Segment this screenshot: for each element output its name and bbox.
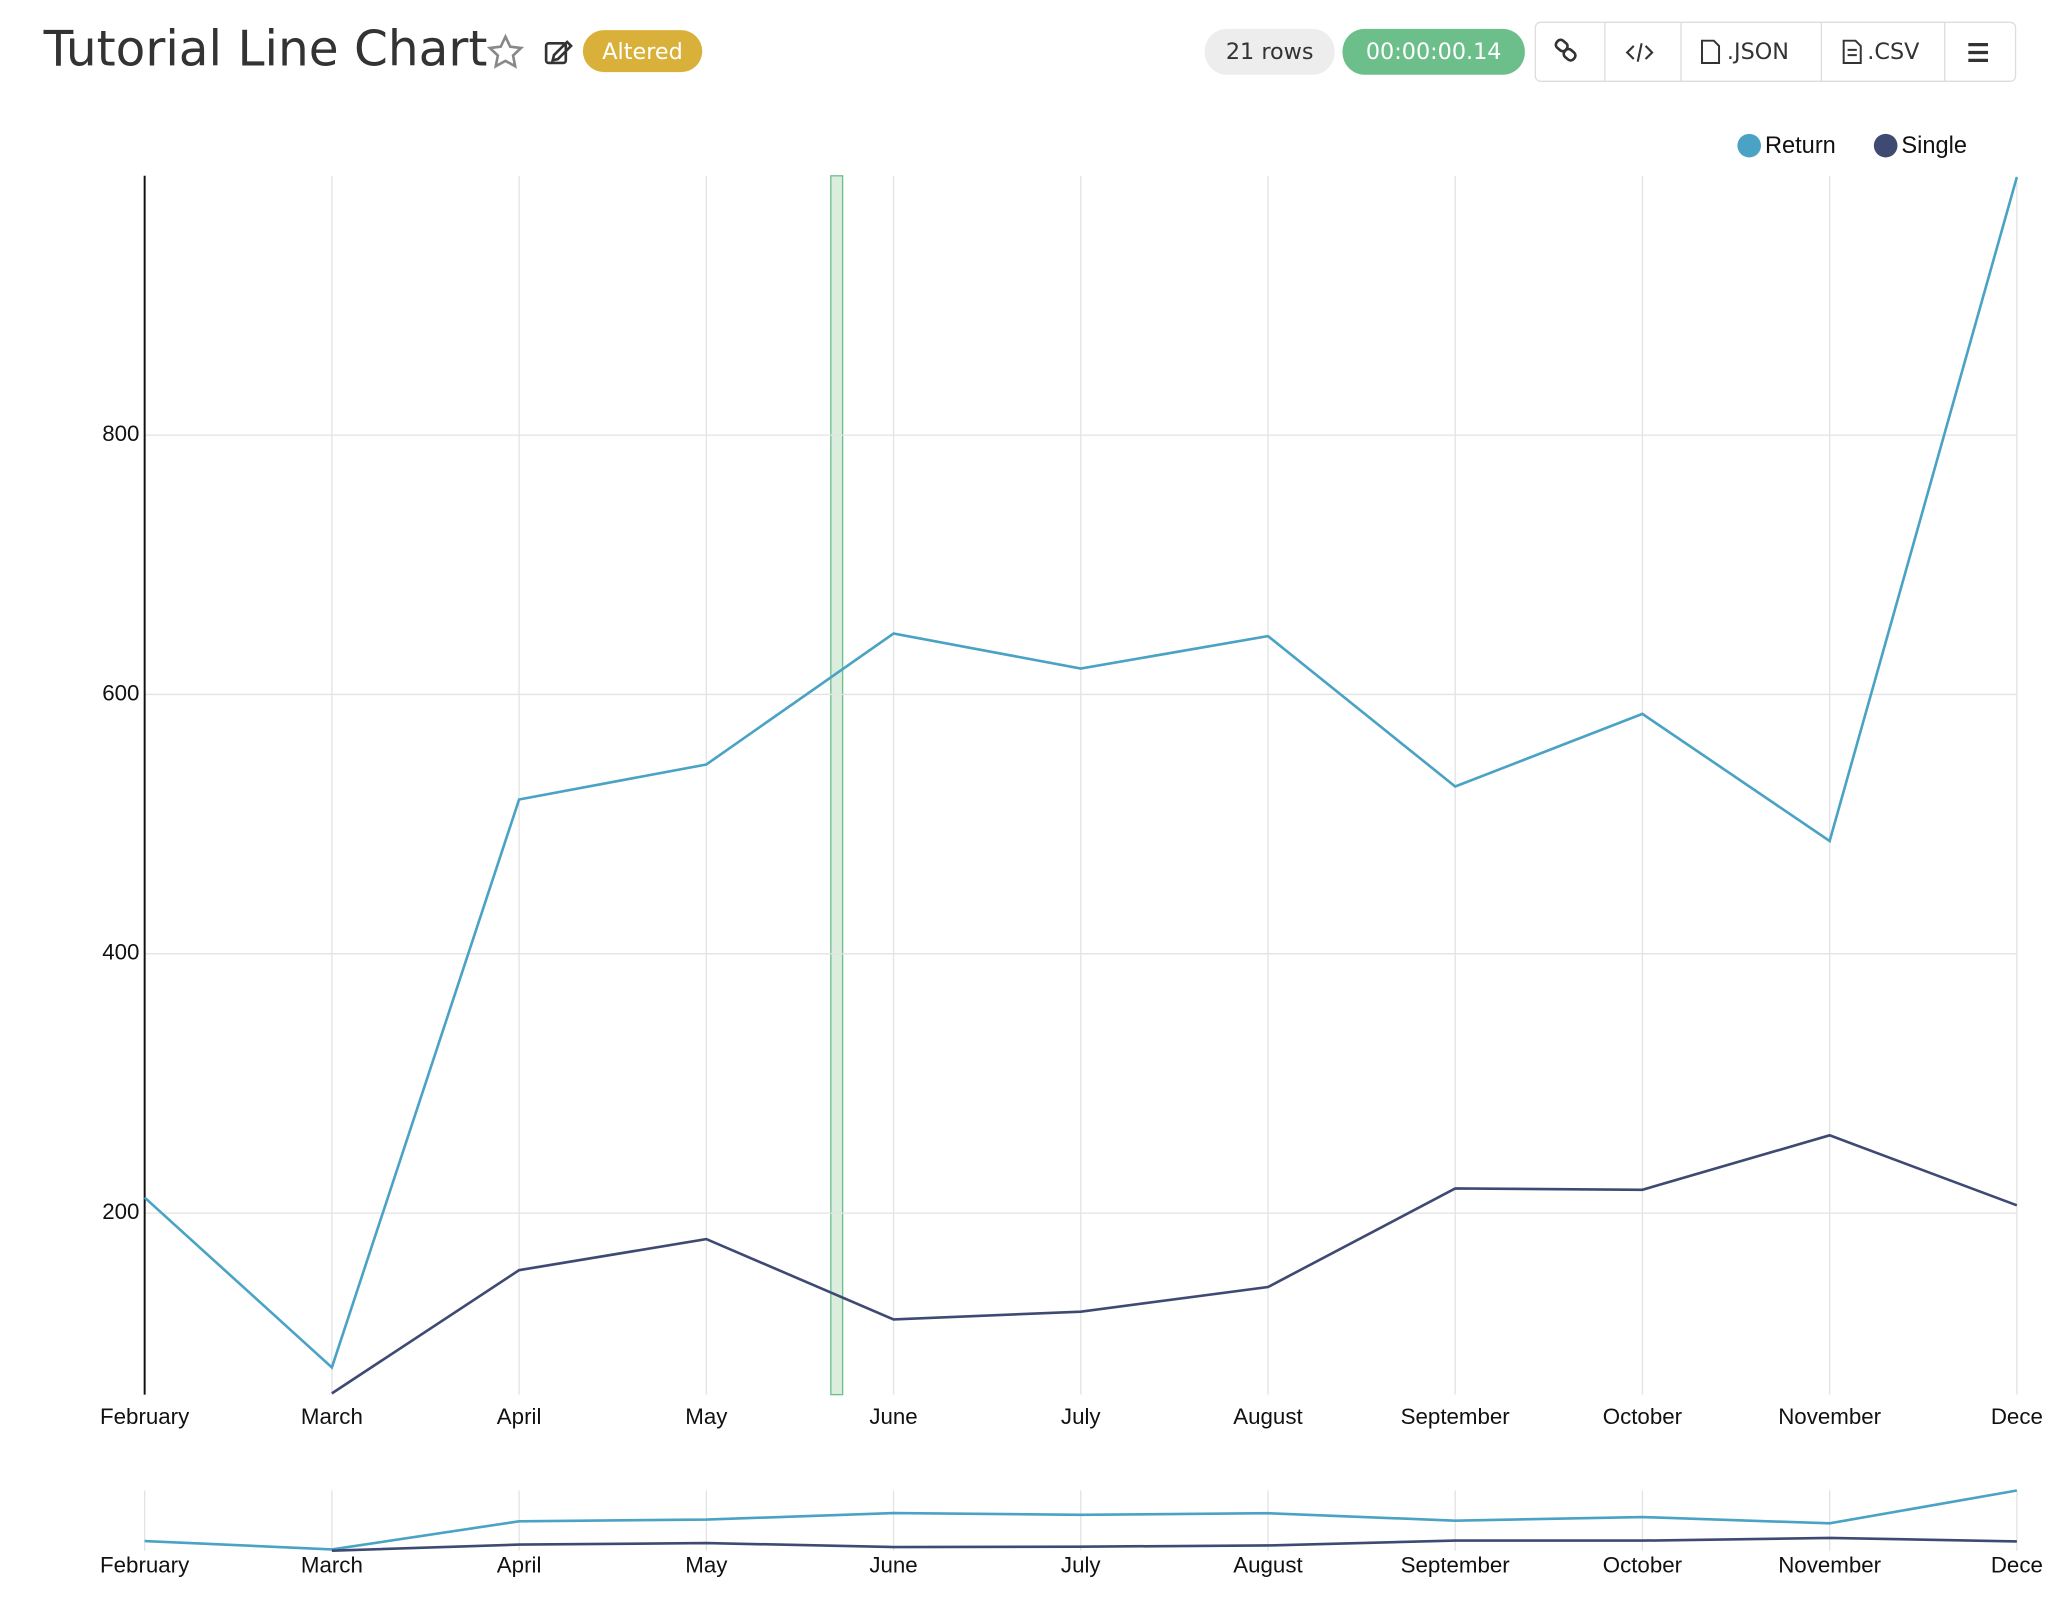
mini-x-tick-label: February <box>100 1552 190 1577</box>
time-text: 00:00:00.14 <box>1366 39 1502 65</box>
mini-x-tick-label: October <box>1603 1552 1683 1577</box>
x-tick-label: July <box>1061 1404 1102 1429</box>
time-pill <box>1342 28 1525 75</box>
json-button[interactable]: .JSON <box>1727 39 1789 65</box>
mini-x-tick-label: March <box>301 1552 363 1577</box>
legend-label: Single <box>1901 133 1967 159</box>
json-icon[interactable] <box>1701 39 1721 64</box>
mini-series-line <box>331 1536 2017 1553</box>
x-tick-label: September <box>1401 1404 1511 1429</box>
legend-marker <box>1873 133 1898 158</box>
y-tick-label: 400 <box>102 940 139 965</box>
x-tick-label: June <box>869 1404 917 1429</box>
x-tick-label: May <box>685 1404 728 1429</box>
hover-band <box>830 175 844 1396</box>
legend-label: Return <box>1765 133 1836 159</box>
mini-x-tick-label: July <box>1061 1552 1102 1577</box>
code-button[interactable] <box>1625 43 1654 62</box>
mini-x-tick-label: August <box>1233 1552 1303 1577</box>
mini-series-line <box>144 1489 2018 1551</box>
badge <box>582 30 703 73</box>
csv-icon[interactable] <box>1842 39 1862 64</box>
y-tick-label: 200 <box>102 1199 139 1224</box>
toolbar <box>1534 21 2017 82</box>
rows-text: 21 rows <box>1226 39 1314 65</box>
edit-icon[interactable] <box>544 40 573 65</box>
mini-x-tick-label: November <box>1778 1552 1881 1577</box>
x-tick-label: November <box>1778 1404 1881 1429</box>
mini-x-tick-label: June <box>869 1552 917 1577</box>
y-tick-label: 600 <box>102 680 139 705</box>
x-tick-label: August <box>1233 1404 1303 1429</box>
series-line <box>143 176 2019 1370</box>
x-tick-label: March <box>301 1404 363 1429</box>
csv-button[interactable]: .CSV <box>1867 39 1920 65</box>
mini-x-tick-label: Dece <box>1991 1552 2043 1577</box>
link-button[interactable] <box>1554 38 1577 62</box>
mini-x-tick-label: May <box>685 1552 728 1577</box>
x-tick-label: October <box>1603 1404 1683 1429</box>
menu-button[interactable] <box>1968 42 1988 62</box>
badge-text: Altered <box>602 39 682 65</box>
y-tick-label: 800 <box>102 421 139 446</box>
mini-x-tick-label: September <box>1401 1552 1511 1577</box>
star-icon[interactable] <box>486 33 525 69</box>
x-tick-label: Dece <box>1991 1404 2043 1429</box>
chart-title: Tutorial Line Chart <box>43 21 488 77</box>
series-line <box>331 1133 2018 1395</box>
x-tick-label: February <box>100 1404 190 1429</box>
legend-marker <box>1737 133 1762 158</box>
rows-pill <box>1204 28 1335 75</box>
mini-x-tick-label: April <box>497 1552 542 1577</box>
x-tick-label: April <box>497 1404 542 1429</box>
